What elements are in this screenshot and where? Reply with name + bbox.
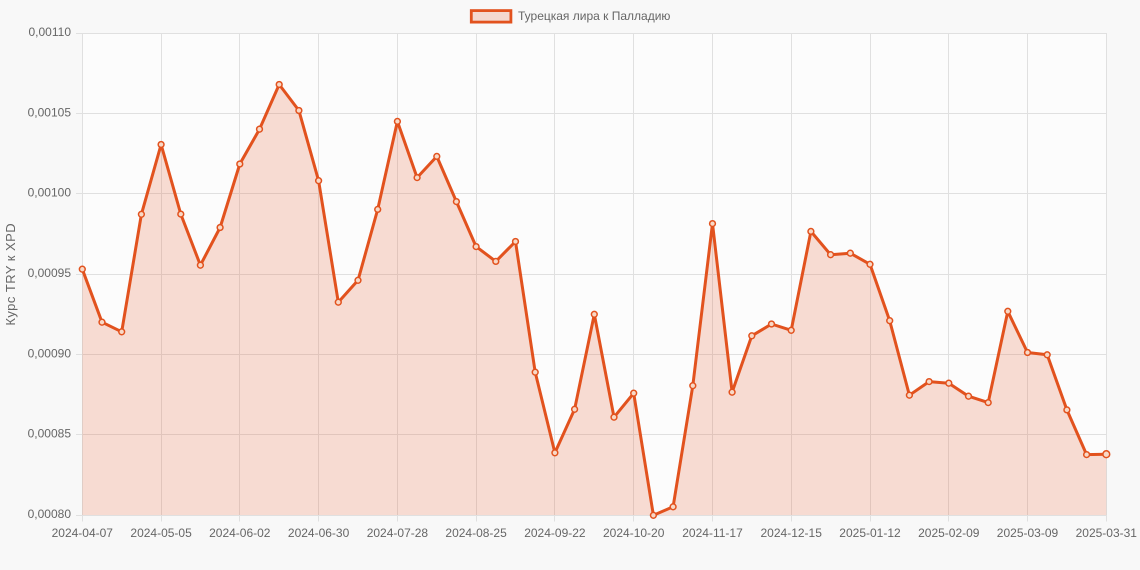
svg-text:2024-05-05: 2024-05-05 xyxy=(130,526,192,540)
svg-text:2024-08-25: 2024-08-25 xyxy=(445,526,507,540)
svg-text:0,00105: 0,00105 xyxy=(28,105,72,119)
svg-text:Курс TRY к XPD: Курс TRY к XPD xyxy=(3,223,18,326)
svg-text:2025-02-09: 2025-02-09 xyxy=(918,526,980,540)
svg-text:2024-07-28: 2024-07-28 xyxy=(367,526,429,540)
svg-text:2025-03-09: 2025-03-09 xyxy=(997,526,1059,540)
svg-text:0,00110: 0,00110 xyxy=(29,25,72,39)
svg-text:0,00080: 0,00080 xyxy=(28,507,72,521)
svg-text:2024-06-30: 2024-06-30 xyxy=(288,526,350,540)
svg-text:2024-09-22: 2024-09-22 xyxy=(524,526,586,540)
svg-text:2024-11-17: 2024-11-17 xyxy=(682,526,743,540)
svg-text:2024-06-02: 2024-06-02 xyxy=(209,526,271,540)
svg-text:0,00085: 0,00085 xyxy=(28,427,72,441)
svg-text:Турецкая лира к Палладию: Турецкая лира к Палладию xyxy=(518,9,670,23)
svg-text:2024-10-20: 2024-10-20 xyxy=(603,526,665,540)
svg-text:2024-04-07: 2024-04-07 xyxy=(52,526,114,540)
svg-text:2024-12-15: 2024-12-15 xyxy=(761,526,823,540)
svg-text:0,00095: 0,00095 xyxy=(28,266,72,280)
svg-text:2025-03-31: 2025-03-31 xyxy=(1076,526,1138,540)
svg-text:0,00090: 0,00090 xyxy=(28,346,72,360)
svg-text:2025-01-12: 2025-01-12 xyxy=(839,526,901,540)
svg-text:0,00100: 0,00100 xyxy=(28,186,72,200)
